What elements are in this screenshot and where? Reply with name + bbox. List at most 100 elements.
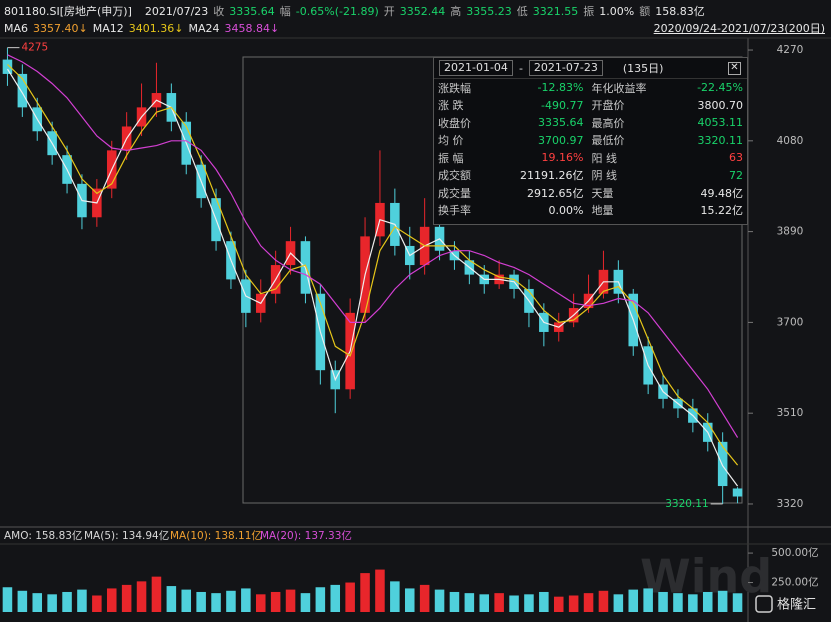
label: 最低价 xyxy=(591,134,625,148)
label: 天量 xyxy=(591,186,614,200)
value: 0.00% xyxy=(548,203,584,217)
volume-bar xyxy=(419,584,430,612)
volume-bar xyxy=(613,594,624,612)
volume-bar xyxy=(404,588,415,612)
y-tick-label: 3510 xyxy=(777,407,804,419)
volume-bar xyxy=(330,584,341,612)
legend-value: 3357.40↓ xyxy=(33,21,88,35)
legend-name: MA24 xyxy=(188,21,220,35)
label: 地量 xyxy=(591,204,614,218)
value: 2912.65亿 xyxy=(526,186,584,200)
volume-bar xyxy=(315,587,326,612)
volume-bar xyxy=(17,590,28,612)
volume-bar xyxy=(553,596,564,612)
field-value: 3335.64 xyxy=(229,4,275,18)
label: 最高价 xyxy=(591,116,625,130)
label: 开盘价 xyxy=(591,99,625,113)
field-value: 3352.44 xyxy=(399,4,446,18)
field-label: 高 xyxy=(450,5,462,18)
label: 振 幅 xyxy=(438,151,464,165)
value: 3800.70 xyxy=(697,98,744,112)
value: -12.83% xyxy=(537,81,584,95)
logo-icon xyxy=(755,595,773,613)
value: 15.22亿 xyxy=(700,204,744,218)
volume-bar xyxy=(151,576,162,612)
volume-bar xyxy=(702,591,713,612)
value: 3320.11 xyxy=(697,133,744,147)
symbol: 801180.SI[房地产(申万)] xyxy=(4,5,132,18)
volume-bar xyxy=(121,584,132,612)
value: 21191.26亿 xyxy=(519,169,584,183)
value: 4053.11 xyxy=(697,116,744,130)
volume-bar xyxy=(62,591,72,612)
value: 19.16% xyxy=(541,151,584,165)
field-label: 开 xyxy=(383,5,395,18)
label: 年化收益率 xyxy=(591,81,647,95)
y-tick-label: 4270 xyxy=(777,44,804,56)
volume-bar xyxy=(211,593,221,612)
value: 63 xyxy=(729,151,743,165)
label: 涨跌幅 xyxy=(438,81,471,95)
info-panel: 2021-01-04 - 2021-07-23 (135日) ✕ 涨跌幅 -12.… xyxy=(433,57,748,225)
range: 2020/09/24-2021/07/23(200日) xyxy=(654,20,825,36)
header-row: 801180.SI[房地产(申万)] 2021/07/23 收 3335.64 幅… xyxy=(4,3,705,19)
close-button[interactable]: ✕ xyxy=(728,61,741,75)
volume-bar xyxy=(732,593,743,612)
volume-bar xyxy=(509,595,519,612)
value: 72 xyxy=(729,168,743,182)
field-label: 振 xyxy=(583,5,595,18)
field-value: 3355.23 xyxy=(466,4,512,18)
ma-legend: MA6 3357.40↓ MA12 3401.36↓ MA24 3458.84↓ xyxy=(4,20,279,36)
range-text[interactable]: 2020/09/24-2021/07/23(200日) xyxy=(653,22,825,35)
candle-body xyxy=(2,59,13,74)
volume-bar xyxy=(643,588,653,612)
separator: - xyxy=(518,61,523,75)
volume-bar xyxy=(270,591,281,612)
label: 成交额 xyxy=(438,169,471,183)
volume-bar xyxy=(285,589,296,612)
volume-bar xyxy=(628,589,639,612)
volume-bar xyxy=(449,591,460,612)
value: 3335.64 xyxy=(537,116,584,130)
volume-bar xyxy=(106,588,117,612)
value: -490.77 xyxy=(541,98,584,112)
volume-bar xyxy=(241,588,251,612)
field-value: 1.00% xyxy=(599,4,635,18)
volume-bar xyxy=(2,587,13,612)
label: 收盘价 xyxy=(438,116,471,130)
volume-bar xyxy=(434,589,445,612)
volume-bar xyxy=(568,595,579,612)
volume-bar xyxy=(673,593,683,612)
volume-bar xyxy=(300,593,311,612)
end-date[interactable]: 2021-07-23 xyxy=(528,60,603,76)
label: 阴 线 xyxy=(591,169,617,183)
field-label: 收 xyxy=(213,5,225,18)
y-tick-label: 3890 xyxy=(777,226,804,238)
volume-bar xyxy=(390,581,400,612)
legend-value: 3401.36↓ xyxy=(128,21,184,35)
volume-bar xyxy=(479,594,490,612)
date: 2021/07/23 xyxy=(144,4,209,18)
volume-bar xyxy=(494,593,504,612)
legend-name: MA6 xyxy=(4,21,29,35)
label: 成交量 xyxy=(438,186,471,200)
volume-bar xyxy=(92,595,102,612)
volume-legend: MA(5): 134.94亿 xyxy=(84,529,169,542)
volume-bar xyxy=(464,593,475,612)
ma-line xyxy=(7,54,739,438)
volume-bar xyxy=(255,594,266,612)
volume-bar xyxy=(226,590,236,612)
volume-bar xyxy=(598,590,609,612)
start-date[interactable]: 2021-01-04 xyxy=(439,60,513,76)
field-value: 3321.55 xyxy=(532,4,579,18)
value: 3700.97 xyxy=(537,133,584,147)
volume-legend: MA(20): 137.33亿 xyxy=(260,529,352,542)
volume-legend: MA(10): 138.11亿 xyxy=(170,529,262,542)
volume-bar xyxy=(539,591,549,612)
value: 49.48亿 xyxy=(700,186,744,200)
candle-body xyxy=(717,441,728,487)
info-top: 2021-01-04 - 2021-07-23 (135日) ✕ xyxy=(434,58,747,79)
y-tick-label: 4080 xyxy=(777,135,804,147)
label: 均 价 xyxy=(438,134,464,148)
